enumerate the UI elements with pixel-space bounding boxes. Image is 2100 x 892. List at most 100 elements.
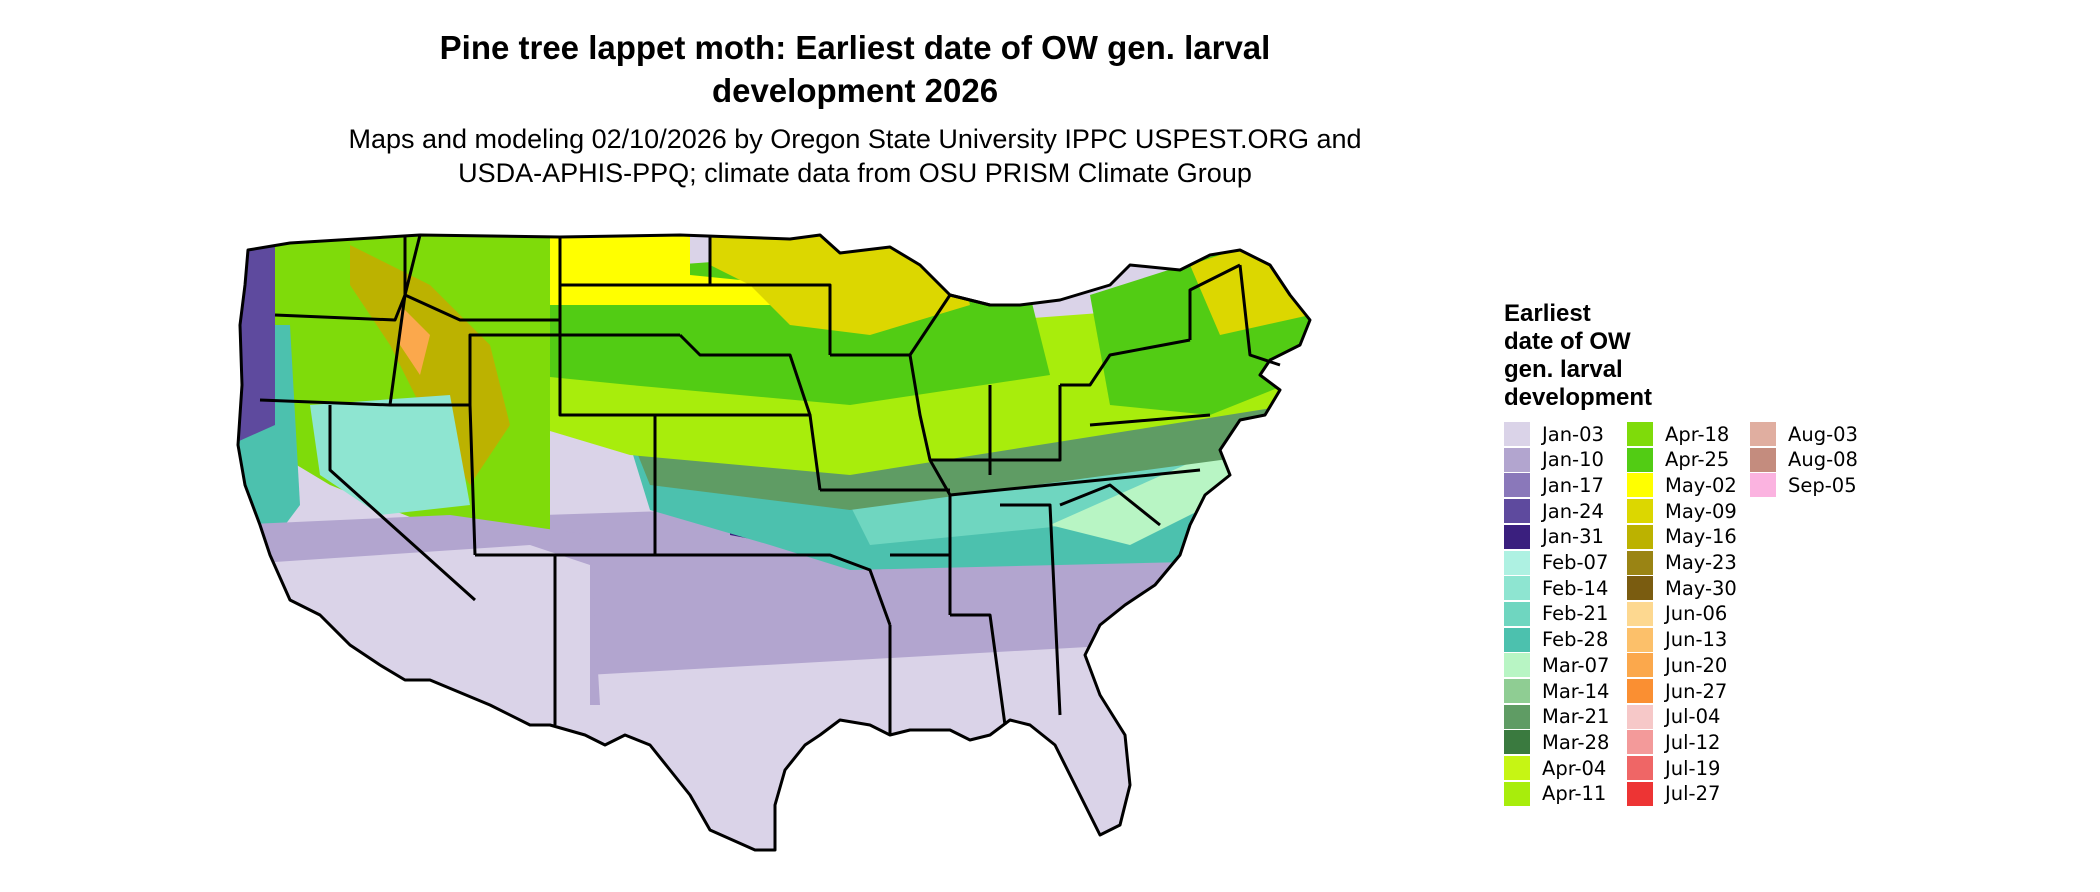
date-legend: Jan-03 Jan-10 Jan-17 Jan-24 Jan-31 Feb-07 Feb-… [1504,422,1924,812]
legend-item: Jul-12 [1627,730,1720,755]
legend-swatch [1627,499,1653,524]
legend-swatch [1504,730,1530,755]
legend-label: Apr-18 [1665,422,1730,446]
legend-label: May-30 [1665,576,1737,600]
legend-label: Apr-04 [1542,756,1607,780]
legend-swatch [1627,704,1653,729]
legend-label: May-02 [1665,473,1737,497]
wi-border [908,293,991,356]
zone-layer [238,235,1310,850]
legend-label: Jun-20 [1665,653,1728,677]
legend-label: Jan-03 [1542,422,1604,446]
legend-title: Earliest date of OW gen. larval developm… [1504,300,1724,412]
legend-label: Jun-13 [1665,628,1728,652]
legend-swatch [1504,781,1530,806]
legend-label: Jan-24 [1542,499,1604,523]
legend-label: Feb-14 [1542,576,1609,600]
legend-label: Aug-08 [1788,448,1858,472]
ga-sc-border [1059,483,1161,527]
legend-item: Mar-21 [1504,704,1609,729]
zone-alpine [400,305,430,375]
legend-item: Jun-20 [1627,653,1728,678]
legend-item: Mar-28 [1504,730,1609,755]
legend-swatch [1504,576,1530,601]
legend-label: Apr-11 [1542,782,1607,806]
legend-swatch [1627,679,1653,703]
legend-swatch [1750,473,1776,498]
legend-item: Feb-07 [1504,550,1609,575]
legend-item: Jul-19 [1627,756,1721,781]
legend-item: Feb-14 [1504,576,1609,601]
legend-item: Aug-03 [1750,422,1858,446]
legend-swatch [1504,756,1530,781]
legend-label: Jan-31 [1542,525,1604,549]
zone-mid-atlantic [1050,445,1270,545]
legend-item: Jun-13 [1627,627,1728,652]
legend-swatch [1504,679,1530,703]
legend-label: Apr-25 [1665,448,1730,472]
pa-md-border [1089,413,1211,427]
ms-border [950,613,1007,726]
legend-swatch [1504,601,1530,626]
mt-border [403,237,560,322]
legend-item: Jan-10 [1504,447,1604,472]
legend-item: Mar-07 [1504,653,1610,678]
tn-ky-border [949,468,1201,497]
us-map [236,233,1312,852]
title-line-2: development 2026 [711,72,999,109]
legend-label: May-16 [1665,525,1737,549]
legend-label: Mar-07 [1542,653,1610,677]
legend-item: May-23 [1627,550,1737,575]
legend-swatch [1627,473,1653,498]
legend-item: May-16 [1627,524,1737,549]
legend-label: May-09 [1665,499,1737,523]
legend-label: Aug-03 [1788,422,1858,446]
legend-label: Jun-06 [1665,602,1728,626]
legend-swatch [1504,627,1530,652]
legend-label: Jun-27 [1665,679,1728,703]
legend-swatch [1627,730,1653,755]
legend-label: Jul-19 [1665,756,1721,780]
legend-swatch [1627,627,1653,652]
subtitle-line-2: USDA-APHIS-PPQ; climate data from OSU PR… [458,158,1252,188]
legend-item: Jan-24 [1504,499,1604,524]
legend-swatch [1627,422,1653,446]
legend-item: Jul-27 [1627,781,1721,806]
legend-label: Jul-04 [1665,705,1721,729]
legend-item: Jun-06 [1627,601,1728,626]
legend-swatch [1627,447,1653,472]
legend-label: Sep-05 [1788,473,1857,497]
title-line-1: Pine tree lappet moth: Earliest date of … [439,29,1271,66]
ok-tx-border [555,553,892,626]
legend-label: Feb-07 [1542,551,1609,574]
legend-swatch [1627,576,1653,601]
zone-pacific-northwest-coast [238,235,275,445]
legend-swatch [1627,781,1653,806]
legend-swatch [1504,447,1530,472]
subtitle-line-1: Maps and modeling 02/10/2026 by Oregon S… [348,124,1362,154]
legend-label: May-23 [1665,551,1737,574]
legend-swatch [1504,499,1530,524]
legend-label: Mar-14 [1542,679,1610,703]
legend-item: Feb-21 [1504,601,1609,626]
legend-item: Apr-11 [1504,781,1607,806]
legend-title-line: gen. larval [1504,356,1623,383]
al-border [1000,503,1062,716]
legend-swatch [1504,473,1530,498]
legend-title-line: Earliest [1504,300,1591,327]
legend-item: Jan-31 [1504,524,1604,549]
legend-swatch [1627,653,1653,678]
legend-item: Sep-05 [1750,473,1857,498]
legend-swatch [1627,756,1653,781]
legend-item: Jan-17 [1504,473,1604,498]
legend-title-line: development [1504,384,1653,411]
ny-border [1188,263,1241,340]
legend-label: Jul-27 [1665,782,1721,806]
legend-swatch [1504,524,1530,549]
legend-item: May-30 [1627,576,1737,601]
ne-border [678,333,812,416]
legend-item: Feb-28 [1504,627,1608,652]
legend-item: Mar-14 [1504,679,1609,703]
legend-swatch [1750,447,1776,472]
legend-label: Feb-21 [1542,602,1609,626]
